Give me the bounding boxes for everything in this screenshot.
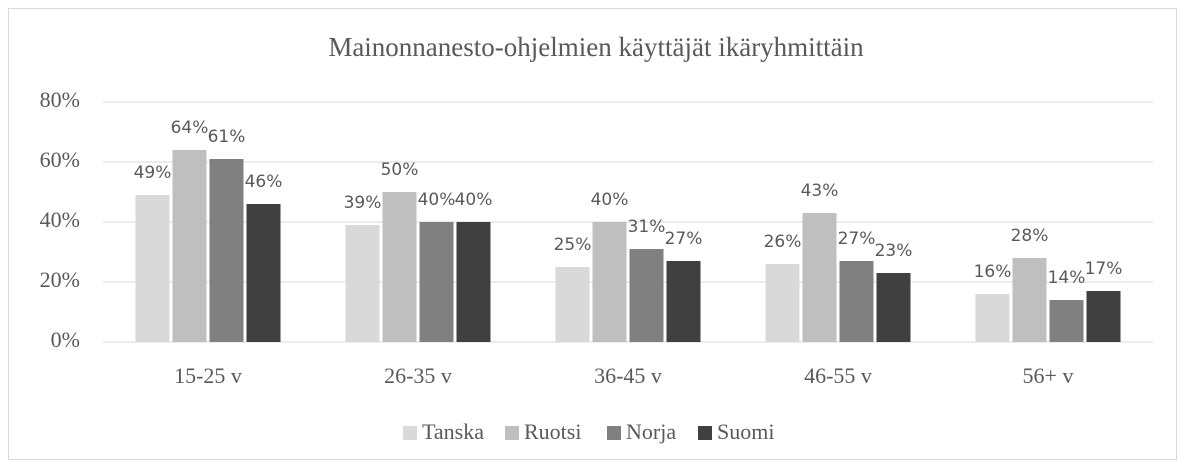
legend-label: Tanska [422,419,484,444]
y-tick-label: 0% [51,327,80,352]
data-label: 43% [801,181,839,201]
bar [1012,258,1047,342]
bar [345,225,380,342]
y-tick-label: 20% [40,267,80,292]
y-tick-label: 60% [40,147,80,172]
x-tick-label: 15-25 v [174,363,242,388]
bar [802,213,837,342]
legend-label: Norja [626,419,676,444]
data-label: 25% [554,235,592,255]
data-label: 39% [344,193,382,213]
data-label: 17% [1085,259,1123,279]
legend-label: Suomi [717,419,774,444]
data-label: 49% [134,163,172,183]
data-label: 40% [418,190,456,210]
bar [1086,291,1121,342]
data-label: 46% [245,172,283,192]
bar [592,222,627,342]
legend: Tanska Ruotsi Norja Suomi [403,419,774,444]
legend-swatch [403,426,417,440]
data-label: 26% [764,232,802,252]
bar [839,261,874,342]
bar [135,195,170,342]
data-label: 27% [665,229,703,249]
x-tick-label: 46-55 v [804,363,872,388]
data-label: 40% [455,190,493,210]
chart-title: Mainonnanesto-ohjelmien käyttäjät ikäryh… [328,32,864,62]
data-label: 50% [381,160,419,180]
bar [876,273,911,342]
bar [555,267,590,342]
bar [765,264,800,342]
data-label: 28% [1011,226,1049,246]
x-tick-label: 26-35 v [384,363,452,388]
bar [629,249,664,342]
data-label: 40% [591,190,629,210]
legend-swatch [607,426,621,440]
bar [1049,300,1084,342]
data-label: 31% [628,217,666,237]
data-label: 61% [208,127,246,147]
bar [456,222,491,342]
bar [975,294,1010,342]
bar [419,222,454,342]
bar [246,204,281,342]
x-tick-label: 56+ v [1023,363,1074,388]
data-label: 16% [974,262,1012,282]
y-tick-label: 40% [40,207,80,232]
y-tick-label: 80% [40,87,80,112]
x-tick-label: 36-45 v [594,363,662,388]
legend-label: Ruotsi [524,419,581,444]
legend-swatch [698,426,712,440]
bar [209,159,244,342]
data-label: 23% [875,241,913,261]
data-label: 27% [838,229,876,249]
legend-swatch [505,426,519,440]
data-label: 64% [171,118,209,138]
bar [172,150,207,342]
bar [666,261,701,342]
data-label: 14% [1048,268,1086,288]
bar [382,192,417,342]
